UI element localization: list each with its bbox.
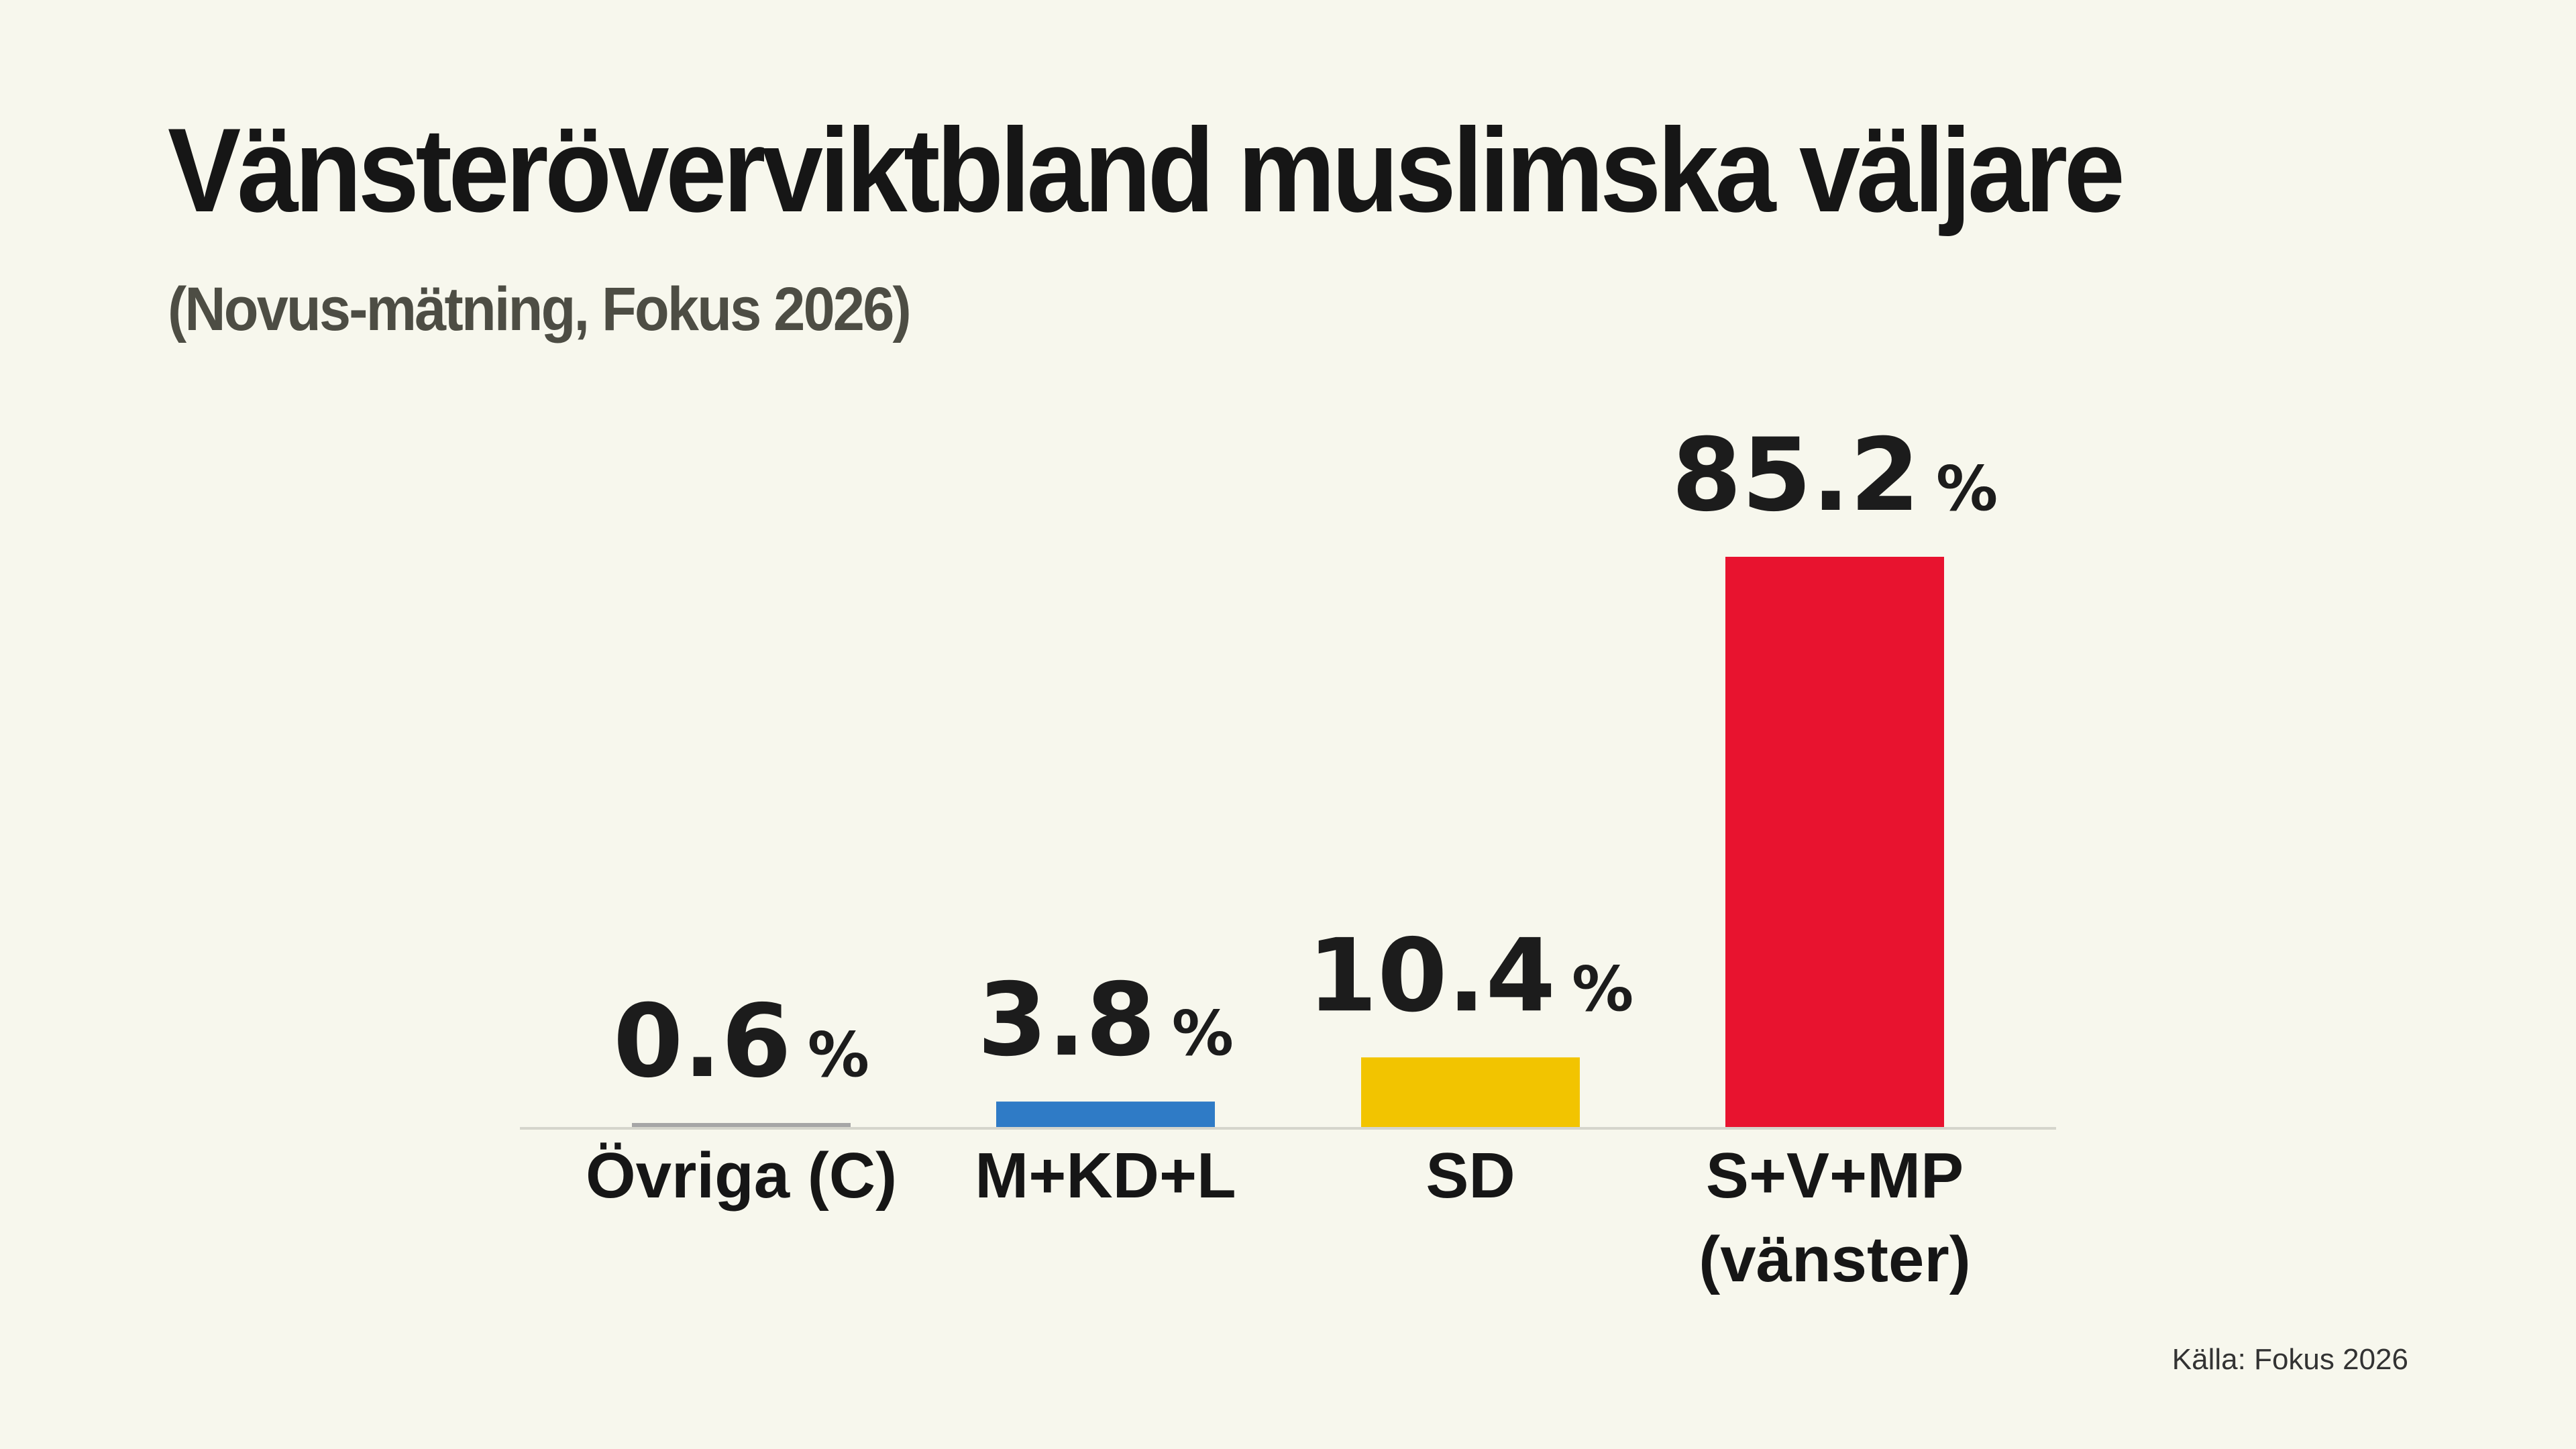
value-labels-group: 0.6% 3.8% 10.4 %85.2% [613,417,1998,1100]
source-note: Källa: Fokus 2026 [2171,1343,2408,1376]
category-label-1-0: M+KD+L [975,1140,1236,1212]
bar-1 [996,1102,1215,1127]
category-labels-group: Övriga (C) M+KD+L SD S+V+MP (vänster) [586,1140,1971,1295]
bar-3 [1725,557,1944,1127]
value-label-0: 0.6% [613,983,869,1100]
value-unit-0: % [808,1019,869,1091]
category-label-3-1: (vänster) [1699,1224,1970,1295]
value-number-1: 3.8 [977,962,1156,1079]
bar-0 [632,1123,851,1127]
value-number-2: 10.4 [1307,918,1556,1034]
value-number-3: 85.2 [1672,417,1920,534]
value-unit-3: % [1936,453,1998,525]
value-label-1: 3.8% [977,962,1234,1079]
chart-title: Vänsteröverviktbland muslimska väljare [168,103,2125,237]
bars-group [632,557,1944,1127]
category-label-2-0: SD [1426,1140,1515,1212]
category-label-0-0: Övriga (C) [586,1140,897,1212]
category-label-3-0: S+V+MP [1706,1140,1964,1212]
value-unit-2: % [1572,953,1633,1025]
value-label-3: 85.2% [1672,417,1998,534]
chart-subtitle: (Novus-mätning, Fokus 2026) [168,275,912,343]
value-label-2: 10.4% [1307,918,1633,1034]
value-number-0: 0.6 [613,983,792,1100]
bar-2 [1361,1057,1580,1127]
value-unit-1: % [1172,998,1234,1069]
